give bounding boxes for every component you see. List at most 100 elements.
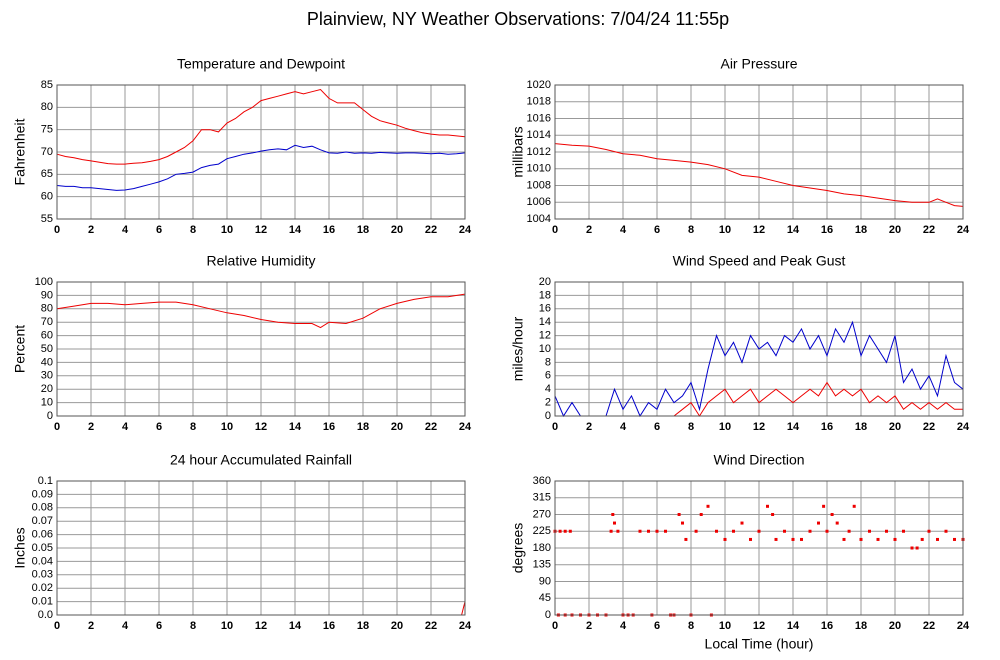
data-point bbox=[868, 529, 871, 533]
x-tick-label: 14 bbox=[787, 620, 800, 632]
y-tick-label: 360 bbox=[533, 475, 551, 487]
x-tick-label: 12 bbox=[255, 620, 267, 632]
y-tick-label: 1012 bbox=[527, 146, 551, 158]
y-tick-label: 12 bbox=[539, 330, 551, 342]
x-tick-label: 4 bbox=[122, 620, 129, 632]
data-point bbox=[944, 529, 948, 533]
y-tick-label: 8 bbox=[545, 356, 551, 368]
x-tick-label: 10 bbox=[719, 620, 731, 632]
data-point bbox=[902, 529, 905, 533]
x-tick-label: 0 bbox=[552, 224, 558, 236]
x-tick-label: 10 bbox=[221, 620, 233, 632]
x-tick-label: 24 bbox=[957, 224, 970, 236]
panel-title: Air Pressure bbox=[720, 56, 797, 72]
panel-title: 24 hour Accumulated Rainfall bbox=[170, 452, 352, 468]
x-tick-label: 8 bbox=[688, 620, 694, 632]
data-point bbox=[723, 537, 727, 541]
page-title: Plainview, NY Weather Observations: 7/04… bbox=[307, 9, 729, 29]
y-tick-label: 0.04 bbox=[32, 555, 53, 567]
data-point bbox=[859, 537, 863, 541]
x-tick-label: 22 bbox=[425, 224, 437, 236]
y-tick-label: 1014 bbox=[527, 129, 551, 141]
data-point bbox=[706, 504, 710, 508]
y-tick-label: 0 bbox=[545, 410, 551, 422]
data-point bbox=[638, 529, 642, 533]
x-tick-label: 24 bbox=[957, 620, 970, 632]
data-point bbox=[800, 537, 803, 541]
data-point bbox=[817, 521, 820, 525]
data-point bbox=[852, 504, 856, 508]
y-tick-label: 1018 bbox=[527, 96, 551, 108]
data-point bbox=[910, 546, 914, 550]
data-point bbox=[740, 521, 744, 525]
y-tick-label: 40 bbox=[41, 356, 53, 368]
x-tick-label: 16 bbox=[821, 224, 833, 236]
y-tick-label: 1008 bbox=[527, 179, 551, 191]
x-tick-label: 20 bbox=[391, 224, 403, 236]
data-point bbox=[681, 521, 684, 525]
y-tick-label: 20 bbox=[539, 276, 551, 288]
panel-title: Temperature and Dewpoint bbox=[177, 56, 345, 72]
data-point bbox=[611, 513, 615, 516]
y-tick-label: 2 bbox=[545, 397, 551, 409]
data-point bbox=[766, 504, 769, 508]
data-point bbox=[847, 529, 851, 533]
data-line bbox=[554, 320, 964, 418]
y-tick-label: 70 bbox=[41, 316, 53, 328]
x-tick-label: 18 bbox=[855, 421, 867, 433]
data-point bbox=[927, 529, 931, 533]
x-tick-label: 10 bbox=[221, 421, 233, 433]
data-point bbox=[664, 529, 667, 533]
y-axis-label: Fahrenheit bbox=[12, 118, 28, 185]
x-tick-label: 6 bbox=[654, 421, 660, 433]
y-tick-label: 0.01 bbox=[32, 596, 53, 608]
y-tick-label: 0.09 bbox=[32, 488, 53, 500]
data-point bbox=[616, 529, 620, 533]
y-tick-label: 4 bbox=[545, 383, 551, 395]
plot-frame bbox=[56, 480, 466, 616]
x-tick-label: 4 bbox=[122, 421, 129, 433]
y-axis-label: millibars bbox=[510, 126, 526, 177]
data-point bbox=[699, 513, 703, 516]
x-tick-label: 4 bbox=[122, 224, 129, 236]
y-tick-label: 60 bbox=[41, 191, 53, 203]
x-tick-label: 8 bbox=[688, 224, 694, 236]
data-point bbox=[563, 529, 567, 533]
data-point bbox=[749, 537, 752, 541]
y-tick-label: 90 bbox=[539, 575, 551, 587]
y-tick-label: 20 bbox=[41, 383, 53, 395]
y-tick-label: 0.08 bbox=[32, 502, 53, 514]
x-tick-label: 24 bbox=[459, 421, 472, 433]
y-tick-label: 80 bbox=[41, 101, 53, 113]
y-tick-label: 10 bbox=[539, 343, 551, 355]
data-point bbox=[568, 529, 572, 533]
y-tick-label: 10 bbox=[41, 397, 53, 409]
x-tick-label: 16 bbox=[821, 620, 833, 632]
data-point bbox=[732, 529, 735, 533]
x-tick-label: 6 bbox=[156, 620, 162, 632]
y-tick-label: 315 bbox=[533, 492, 551, 504]
x-tick-label: 14 bbox=[787, 421, 800, 433]
x-tick-label: 12 bbox=[255, 224, 267, 236]
x-tick-label: 4 bbox=[620, 620, 627, 632]
data-line bbox=[554, 143, 964, 207]
y-tick-label: 0.03 bbox=[32, 569, 53, 581]
x-tick-label: 2 bbox=[586, 224, 592, 236]
y-tick-label: 0.07 bbox=[32, 515, 53, 527]
data-point bbox=[876, 537, 880, 541]
x-tick-label: 14 bbox=[289, 421, 302, 433]
data-point bbox=[953, 537, 956, 541]
x-tick-label: 22 bbox=[923, 421, 935, 433]
data-point bbox=[915, 546, 919, 550]
y-tick-label: 1016 bbox=[527, 112, 551, 124]
x-tick-label: 2 bbox=[586, 620, 592, 632]
y-tick-label: 1020 bbox=[527, 79, 551, 91]
x-tick-label: 2 bbox=[88, 224, 94, 236]
x-tick-label: 8 bbox=[190, 421, 196, 433]
x-tick-label: 16 bbox=[323, 224, 335, 236]
y-tick-label: 100 bbox=[35, 276, 53, 288]
data-point bbox=[783, 529, 786, 533]
plot-frame bbox=[554, 480, 964, 616]
